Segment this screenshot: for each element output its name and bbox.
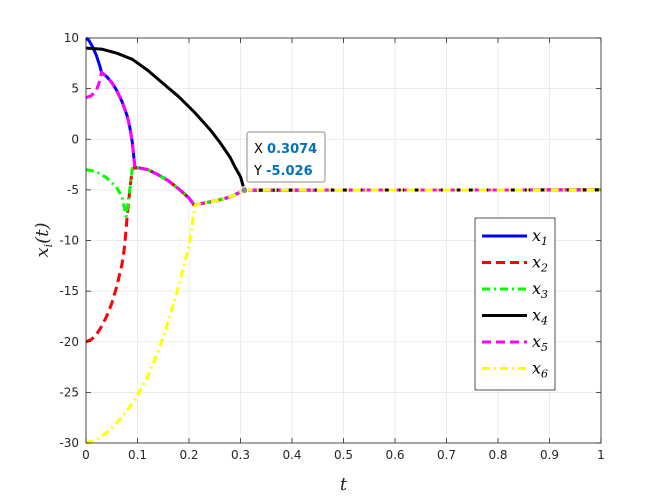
legend-entry-main: x [532,359,541,378]
x-tick-label: 0 [82,448,90,462]
legend-entry-main: x [532,279,541,298]
legend-entry-main: x [532,226,541,245]
series-line-x4 [85,46,602,192]
legend-entry-sub: 1 [541,235,548,248]
series-line-x6 [85,188,602,445]
x-tick-label: 0.6 [385,448,404,462]
y-tick-label: -10 [59,234,79,248]
legend-entry-x1: x1 [532,226,548,248]
datatip-box [246,131,326,183]
y-tick-label: 10 [64,31,79,45]
datatip-x-label: X [254,142,263,157]
legend-entry-main: x [532,332,541,351]
x-axis-label: t [340,474,348,495]
x-tick-label: 0.8 [488,448,507,462]
legend-entry-main: x [532,306,541,325]
y-axis-label-suffix: (t) [32,223,53,244]
svg-text:Y -5.026: Y -5.026 [253,164,313,179]
series-line-x3 [85,166,602,218]
y-tick-label: -25 [59,385,79,399]
y-tick-label: 5 [71,82,79,96]
x-tick-label: 1 [597,448,605,462]
legend-entry-x2: x2 [532,253,548,275]
y-axis-label: xi(t) [32,223,55,258]
series-group [85,36,602,445]
x-tick-label: 0.1 [128,448,147,462]
axis-ticks: 0 0.1 0.2 0.3 0.4 0.5 0.6 0.7 0.8 0.9 1 -30 -25 -20 -1… [59,31,604,462]
x-tick-label: 0.5 [334,448,353,462]
legend-entry-x6: x6 [532,359,548,381]
x-tick-label: 0.9 [540,448,559,462]
datatip-marker[interactable] [240,186,249,195]
x-tick-label: 0.7 [437,448,456,462]
x-tick-label: 0.2 [179,448,198,462]
x-tick-label: 0.4 [282,448,301,462]
y-tick-label: -20 [59,335,79,349]
x-tick-label: 0.3 [231,448,250,462]
legend-entry-x3: x3 [532,279,548,301]
legend-entry-x4: x4 [532,306,548,328]
y-axis-label-main: x [32,247,53,257]
legend-entry-sub: 5 [541,341,548,354]
legend-entry-sub: 2 [540,262,548,275]
y-tick-label: -15 [59,284,79,298]
datatip-y-label: Y [253,164,262,179]
y-tick-label: 0 [71,132,79,146]
legend-entry-sub: 6 [541,368,548,381]
datatip-x-value: 0.3074 [267,142,317,157]
datatip[interactable]: X 0.3074 Y -5.026 [240,131,326,195]
svg-text:X 0.3074: X 0.3074 [254,142,317,157]
datatip-y-value: -5.026 [266,164,313,179]
legend-entry-x5: x5 [532,332,548,354]
legend-entry-main: x [532,253,541,272]
svg-text:xi(t): xi(t) [32,223,55,258]
y-axis-label-sub: i [42,244,55,248]
legend-entry-sub: 4 [540,315,548,328]
legend-entry-sub: 3 [541,288,548,301]
y-tick-label: -5 [67,183,79,197]
legend-box [474,217,556,391]
y-tick-label: -30 [59,436,79,450]
